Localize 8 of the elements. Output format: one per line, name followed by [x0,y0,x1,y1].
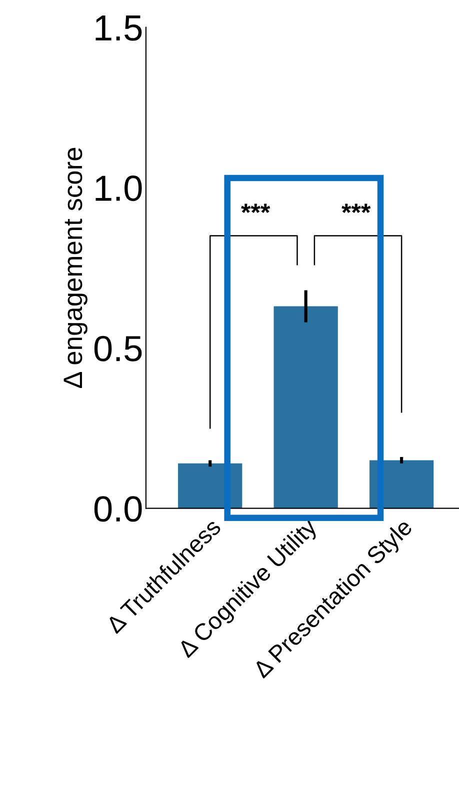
y-tick-label: 1.5 [96,16,142,41]
annotation: *** [342,204,371,214]
bar [274,306,338,508]
annotation: *** [241,204,270,214]
y-tick-label: 0.5 [94,336,142,362]
y-axis-title: Δ engagement score [64,148,88,388]
y-tick-label: 0.0 [94,496,142,522]
y-tick-label: 1.0 [96,176,142,202]
